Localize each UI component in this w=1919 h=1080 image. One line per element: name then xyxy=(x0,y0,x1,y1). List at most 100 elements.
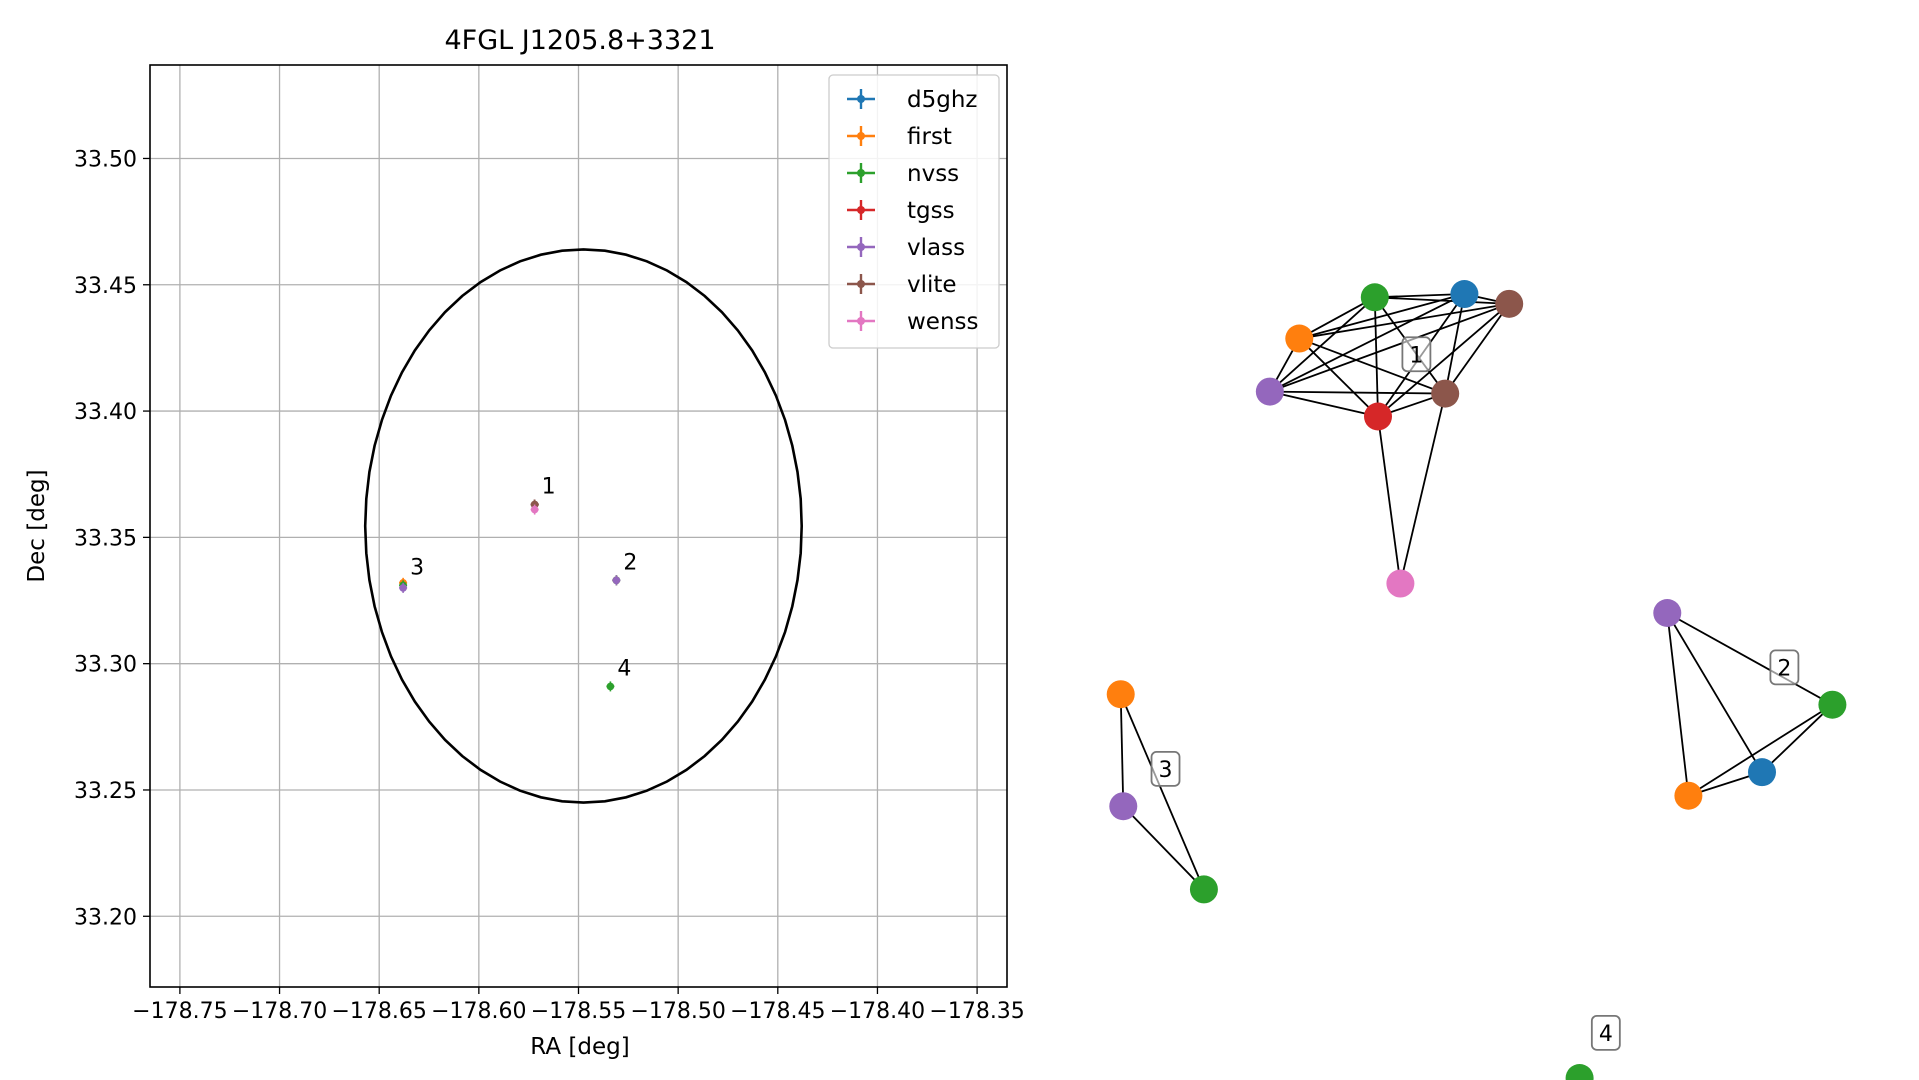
legend-label: d5ghz xyxy=(907,87,977,113)
x-tick-label: −178.40 xyxy=(830,999,925,1024)
y-tick-label: 33.35 xyxy=(74,526,137,551)
x-axis-label: RA [deg] xyxy=(530,1034,629,1060)
y-tick-label: 33.50 xyxy=(74,147,137,172)
annotation-1: 1 xyxy=(542,475,556,500)
cluster-label-1: 1 xyxy=(1401,336,1432,373)
network-edge xyxy=(1298,337,1446,395)
legend-label: nvss xyxy=(907,161,959,187)
localization-circle xyxy=(363,248,803,804)
network-node-c1_nvss xyxy=(1360,283,1389,312)
point-annotations: 1 2 3 4 xyxy=(410,475,637,682)
legend-entry-vlite: vlite xyxy=(847,272,957,298)
network-edge xyxy=(1269,296,1376,393)
network-nodes xyxy=(1106,280,1847,1080)
network-node-c2_d5ghz xyxy=(1748,758,1776,787)
network-edge xyxy=(1269,390,1379,418)
legend-box xyxy=(828,74,1000,349)
cluster-label-text: 3 xyxy=(1159,758,1173,783)
cluster-label-text: 1 xyxy=(1409,343,1423,368)
annotation-2: 2 xyxy=(623,550,637,575)
legend-entry-tgss: tgss xyxy=(847,198,955,224)
network-node-c1_vlite_b xyxy=(1431,379,1460,408)
network-edge xyxy=(1119,693,1205,890)
localization-circle-layer xyxy=(363,248,803,804)
cluster-label-text: 4 xyxy=(1599,1022,1613,1047)
network-edges xyxy=(1119,293,1834,891)
network-node-c1_vlite_a xyxy=(1495,289,1524,318)
network-edge xyxy=(1298,296,1376,340)
cluster-label-text: 2 xyxy=(1777,656,1791,681)
cluster-label-4: 4 xyxy=(1590,1014,1621,1051)
network-node-c4_nvss xyxy=(1565,1064,1594,1080)
network-edge xyxy=(1687,703,1833,797)
point-vlass xyxy=(399,582,408,593)
network-edge xyxy=(1399,393,1447,584)
network-node-c1_d5ghz xyxy=(1450,280,1479,309)
network-edge xyxy=(1666,612,1763,773)
network-node-c1_first xyxy=(1285,324,1314,353)
x-tick-label: −178.65 xyxy=(331,999,426,1024)
y-tick-label: 33.45 xyxy=(74,274,137,299)
y-axis-ticks: 33.20 33.25 33.30 33.35 33.40 33.45 33.50 xyxy=(74,147,150,930)
y-tick-label: 33.20 xyxy=(74,905,137,930)
x-tick-label: −178.60 xyxy=(431,999,526,1024)
network-node-c3_nvss xyxy=(1189,875,1218,904)
network-node-c2_first xyxy=(1674,781,1703,810)
network-edge xyxy=(1377,303,1510,418)
cluster-label-2: 2 xyxy=(1769,649,1800,686)
legend-entry-first: first xyxy=(847,124,952,150)
x-tick-label: −178.35 xyxy=(929,999,1024,1024)
network-edge xyxy=(1666,612,1690,796)
x-axis-ticks: −178.75 −178.70 −178.65 −178.60 −178.55 −178.… xyxy=(132,987,1025,1024)
y-tick-label: 33.25 xyxy=(74,779,137,804)
network-node-c3_first xyxy=(1106,680,1135,709)
point-vlass xyxy=(612,575,621,586)
network-node-c1_vlass xyxy=(1255,377,1284,406)
y-axis-label: Dec [deg] xyxy=(24,469,50,582)
point-nvss xyxy=(606,681,615,692)
network-edge xyxy=(1269,293,1465,393)
network-node-c1_wenss xyxy=(1386,569,1415,598)
legend-label: first xyxy=(907,124,952,150)
network-edge xyxy=(1444,303,1510,395)
legend-label: wenss xyxy=(907,309,979,335)
point-wenss xyxy=(530,504,539,515)
x-tick-label: −178.75 xyxy=(132,999,227,1024)
x-tick-label: −178.45 xyxy=(730,999,825,1024)
network-panel: 1 2 3 4 xyxy=(1106,280,1847,1080)
network-edge xyxy=(1377,416,1402,584)
network-node-c2_vlass xyxy=(1653,599,1682,627)
cluster-label-3: 3 xyxy=(1150,750,1181,787)
legend-label: vlite xyxy=(907,272,957,298)
annotation-4: 4 xyxy=(617,656,631,681)
network-node-c3_vlass xyxy=(1109,792,1138,821)
chart-title: 4FGL J1205.8+3321 xyxy=(444,25,715,56)
annotation-3: 3 xyxy=(410,555,424,580)
network-edge xyxy=(1122,805,1205,891)
network-node-c1_tgss xyxy=(1364,402,1392,431)
legend-entry-nvss: nvss xyxy=(847,161,959,187)
legend-entry-d5ghz: d5ghz xyxy=(847,87,977,113)
legend-entry-vlass: vlass xyxy=(847,235,965,261)
x-tick-label: −178.50 xyxy=(630,999,725,1024)
network-edge xyxy=(1761,704,1834,773)
x-tick-label: −178.55 xyxy=(531,999,626,1024)
legend: d5ghz first nvss tgss vlass vlite wenss xyxy=(828,74,1000,349)
network-labels: 1 2 3 4 xyxy=(1150,336,1800,1051)
y-tick-label: 33.40 xyxy=(74,400,137,425)
legend-label: tgss xyxy=(907,198,955,224)
network-edge xyxy=(1119,694,1125,807)
network-edge xyxy=(1666,612,1833,706)
data-points-layer xyxy=(399,499,621,692)
network-edge xyxy=(1299,302,1510,340)
x-tick-label: −178.70 xyxy=(232,999,327,1024)
legend-label: vlass xyxy=(907,235,965,261)
network-edge xyxy=(1298,337,1379,418)
network-node-c2_nvss xyxy=(1818,690,1847,719)
network-edge xyxy=(1444,293,1466,394)
network-edge xyxy=(1374,293,1465,299)
y-tick-label: 33.30 xyxy=(74,653,137,678)
network-edge xyxy=(1269,302,1510,393)
